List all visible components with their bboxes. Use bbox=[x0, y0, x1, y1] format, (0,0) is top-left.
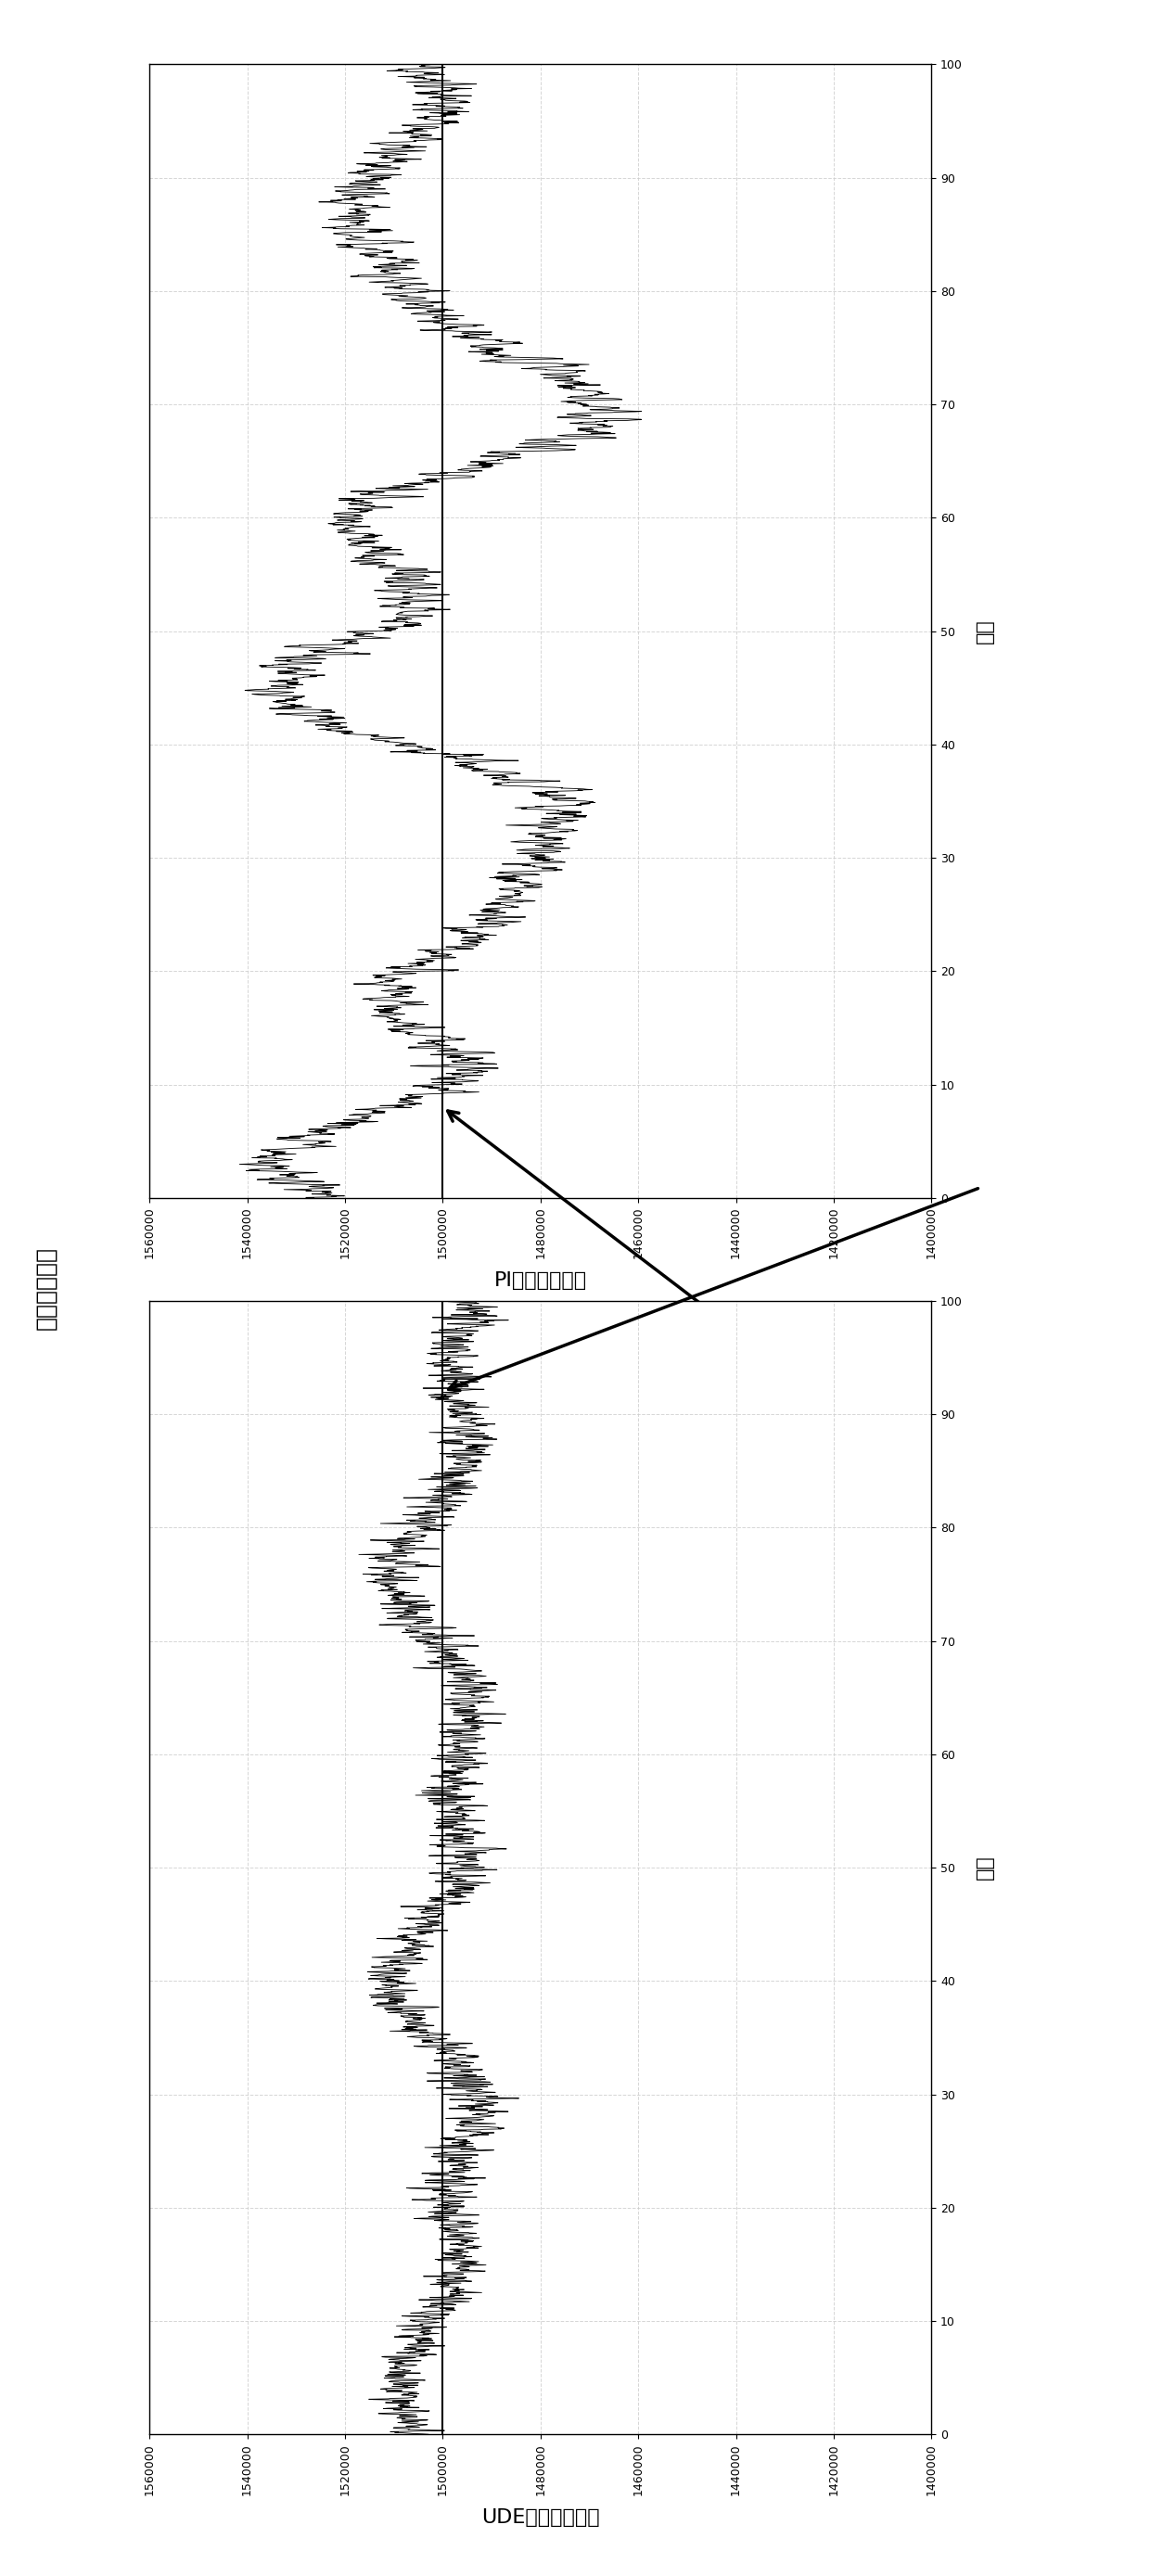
X-axis label: UDE次变桨出力率: UDE次变桨出力率 bbox=[482, 2509, 599, 2527]
Y-axis label: 时间: 时间 bbox=[975, 1855, 994, 1880]
Y-axis label: 时间: 时间 bbox=[975, 618, 994, 644]
X-axis label: PI次变桨出力率: PI次变桨出力率 bbox=[494, 1273, 586, 1291]
Text: 额定输出功率: 额定输出功率 bbox=[34, 1247, 58, 1329]
